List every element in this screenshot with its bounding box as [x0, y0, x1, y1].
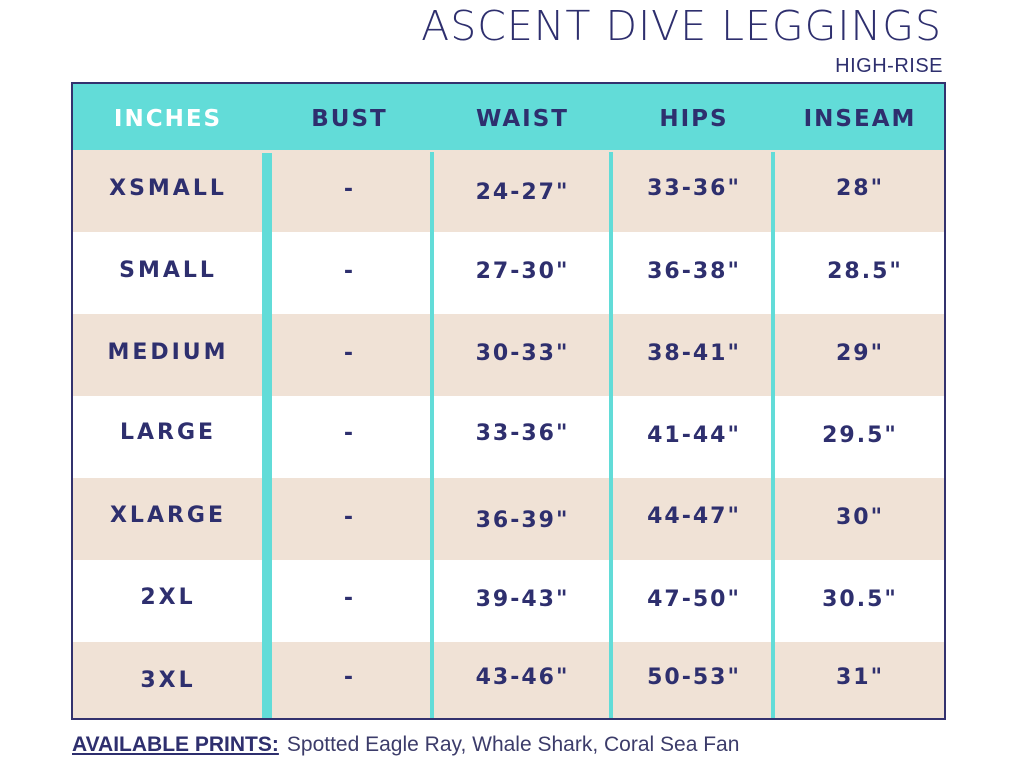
hips-cell: 41-44"	[647, 423, 741, 448]
hips-cell: 38-41"	[647, 341, 741, 366]
inseam-cell: 29.5"	[822, 423, 898, 448]
inseam-cell: 31"	[835, 665, 885, 690]
bust-cell: -	[343, 505, 356, 530]
bust-cell: -	[343, 177, 356, 202]
column-divider	[430, 152, 434, 718]
table-row: XLARGE - 36-39" 44-47" 30"	[73, 478, 944, 560]
column-divider	[771, 152, 775, 718]
table-row: 3XL - 43-46" 50-53" 31"	[73, 642, 944, 718]
waist-cell: 30-33"	[475, 341, 570, 366]
page-subtitle: HIGH-RISE	[835, 55, 943, 77]
table-row: XSMALL - 24-27" 33-36" 28"	[73, 150, 944, 232]
hips-cell: 33-36"	[647, 176, 741, 201]
size-label: SMALL	[119, 258, 217, 283]
column-divider-thick	[262, 153, 272, 718]
header-bust: BUST	[311, 106, 388, 132]
waist-cell: 43-46"	[475, 665, 570, 690]
table-row: SMALL - 27-30" 36-38" 28.5"	[73, 232, 944, 314]
inseam-cell: 29"	[835, 341, 885, 366]
header-inseam: INSEAM	[803, 106, 917, 132]
size-label: XLARGE	[109, 503, 227, 528]
size-label: MEDIUM	[107, 340, 229, 365]
inseam-cell: 28.5"	[827, 259, 903, 284]
available-prints-list: Spotted Eagle Ray, Whale Shark, Coral Se…	[286, 733, 740, 756]
header-hips: HIPS	[659, 106, 729, 132]
hips-cell: 47-50"	[647, 587, 741, 612]
size-label: XSMALL	[109, 176, 227, 201]
hips-cell: 44-47"	[647, 504, 741, 529]
table-row: MEDIUM - 30-33" 38-41" 29"	[73, 314, 944, 396]
bust-cell: -	[343, 259, 356, 284]
table-row: LARGE - 33-36" 41-44" 29.5"	[73, 396, 944, 478]
waist-cell: 36-39"	[475, 508, 570, 533]
size-chart-table: INCHES BUST WAIST HIPS INSEAM XSMALL - 2…	[71, 82, 946, 720]
size-label: 2XL	[140, 585, 196, 610]
available-prints-label: AVAILABLE PRINTS:	[72, 733, 279, 756]
waist-cell: 39-43"	[475, 587, 570, 612]
waist-cell: 33-36"	[475, 421, 570, 446]
bust-cell: -	[343, 665, 356, 690]
header-waist: WAIST	[476, 106, 569, 132]
hips-cell: 36-38"	[647, 259, 741, 284]
inseam-cell: 30.5"	[822, 587, 898, 612]
inseam-cell: 28"	[835, 176, 885, 201]
hips-cell: 50-53"	[647, 665, 741, 690]
bust-cell: -	[343, 421, 356, 446]
inseam-cell: 30"	[835, 505, 885, 530]
bust-cell: -	[343, 586, 356, 611]
column-divider	[609, 152, 613, 718]
bust-cell: -	[343, 341, 356, 366]
size-label: 3XL	[140, 668, 196, 693]
page-title: ASCENT DIVE LEGGINGS	[421, 2, 942, 50]
table-row: 2XL - 39-43" 47-50" 30.5"	[73, 560, 944, 642]
waist-cell: 27-30"	[475, 259, 570, 284]
available-prints-note: AVAILABLE PRINTS: Spotted Eagle Ray, Whal…	[72, 733, 739, 757]
table-header-row: INCHES BUST WAIST HIPS INSEAM	[73, 84, 944, 150]
size-label: LARGE	[119, 420, 217, 445]
header-inches: INCHES	[113, 106, 223, 132]
waist-cell: 24-27"	[475, 180, 570, 205]
